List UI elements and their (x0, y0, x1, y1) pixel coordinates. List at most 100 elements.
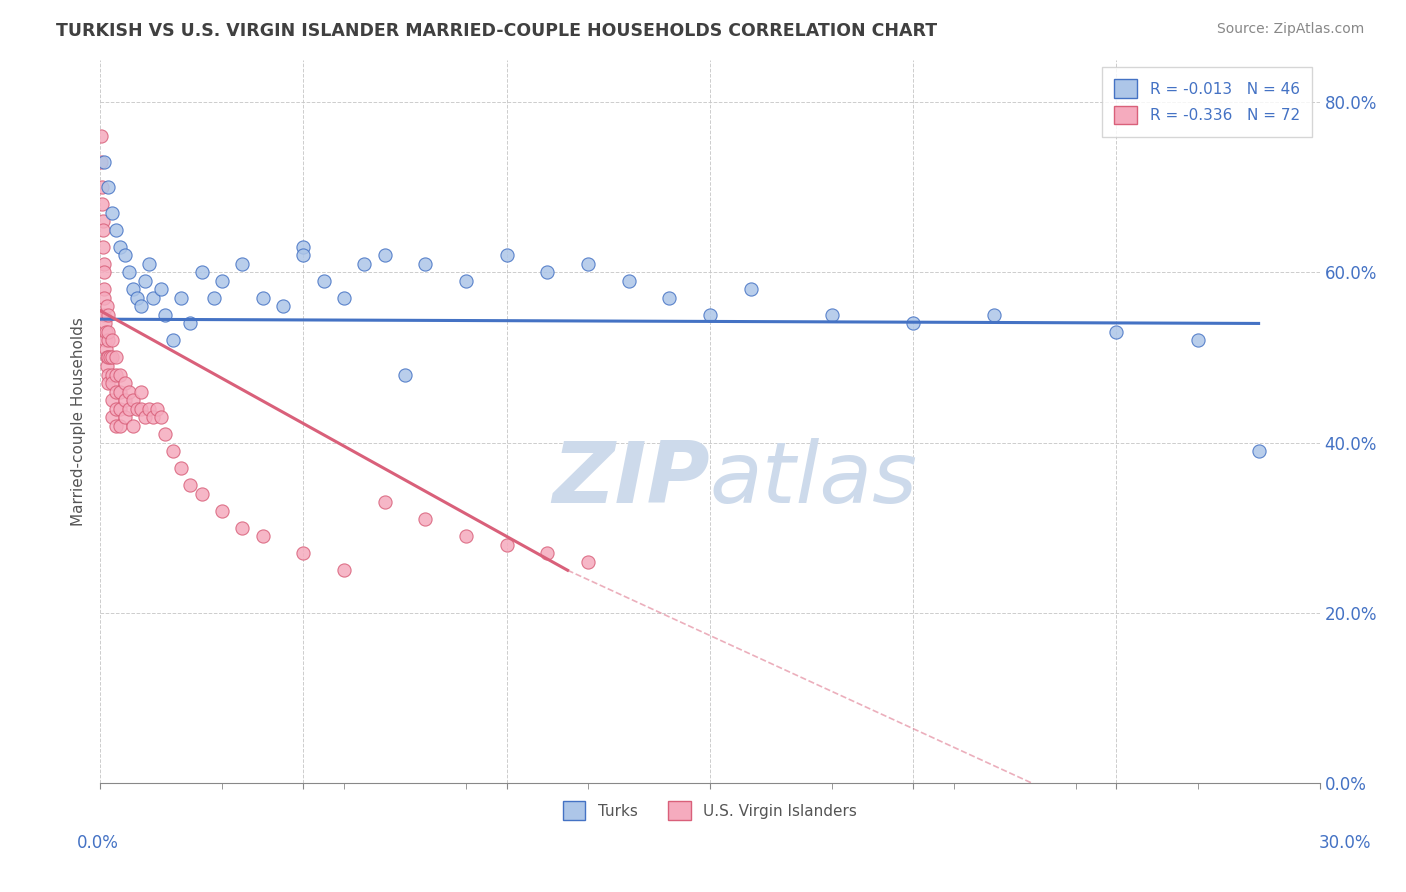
Point (110, 368, 132, 382)
Point (271, 300, 294, 314)
Point (129, 401, 152, 416)
Point (93, 308, 115, 322)
Point (117, 265, 139, 279)
Point (90, 154, 112, 169)
Point (153, 427, 176, 442)
Point (93, 257, 115, 271)
Point (454, 529, 477, 543)
Point (91, 197, 114, 211)
Point (93, 291, 115, 305)
Point (91, 214, 114, 228)
Point (114, 392, 136, 407)
Point (312, 274, 335, 288)
Point (374, 248, 396, 262)
Point (94, 317, 117, 331)
Point (101, 334, 124, 348)
Point (97, 325, 120, 339)
Point (576, 555, 599, 569)
Point (94, 342, 117, 356)
Point (110, 401, 132, 416)
Point (97, 334, 120, 348)
Point (125, 401, 148, 416)
Point (211, 274, 233, 288)
Point (333, 291, 356, 305)
Point (110, 240, 132, 254)
Point (93, 282, 115, 296)
Point (150, 410, 173, 425)
Point (150, 282, 173, 296)
Point (96, 359, 118, 373)
Point (536, 546, 558, 560)
Point (125, 291, 148, 305)
Text: 30.0%: 30.0% (1319, 834, 1371, 852)
Point (162, 334, 184, 348)
Point (96, 325, 118, 339)
Point (96, 300, 118, 314)
Point (170, 461, 193, 475)
Point (231, 521, 253, 535)
Point (292, 248, 315, 262)
Point (105, 351, 128, 365)
Point (105, 418, 128, 433)
Point (121, 282, 143, 296)
Point (333, 563, 356, 577)
Point (90, 129, 112, 144)
Point (179, 317, 201, 331)
Point (617, 274, 640, 288)
Point (97, 351, 120, 365)
Point (97, 180, 120, 194)
Point (101, 376, 124, 390)
Point (536, 265, 558, 279)
Point (252, 529, 274, 543)
Point (93, 154, 115, 169)
Point (138, 257, 160, 271)
Point (170, 291, 193, 305)
Point (98, 351, 121, 365)
Point (134, 274, 156, 288)
Point (740, 282, 762, 296)
Point (901, 317, 924, 331)
Point (97, 376, 120, 390)
Point (153, 308, 176, 322)
Point (415, 512, 437, 526)
Point (93, 240, 115, 254)
Point (96, 351, 118, 365)
Legend: Turks, U.S. Virgin Islanders: Turks, U.S. Virgin Islanders (557, 795, 863, 826)
Point (90, 180, 112, 194)
Point (105, 368, 128, 382)
Point (821, 308, 844, 322)
Point (110, 418, 132, 433)
Point (94, 334, 117, 348)
Point (415, 257, 437, 271)
Text: TURKISH VS U.S. VIRGIN ISLANDER MARRIED-COUPLE HOUSEHOLDS CORRELATION CHART: TURKISH VS U.S. VIRGIN ISLANDER MARRIED-… (56, 22, 938, 40)
Y-axis label: Married-couple Households: Married-couple Households (72, 317, 86, 525)
Point (101, 368, 124, 382)
Point (454, 274, 477, 288)
Point (211, 504, 233, 518)
Text: atlas: atlas (710, 438, 918, 521)
Point (231, 257, 253, 271)
Point (114, 248, 136, 262)
Point (114, 376, 136, 390)
Point (114, 410, 136, 425)
Point (142, 410, 165, 425)
Point (110, 384, 132, 399)
Point (374, 495, 396, 509)
Point (658, 291, 681, 305)
Point (394, 368, 416, 382)
Point (105, 223, 128, 237)
Point (1247, 444, 1270, 458)
Point (252, 291, 274, 305)
Point (190, 486, 212, 500)
Point (495, 538, 517, 552)
Point (121, 418, 143, 433)
Point (495, 248, 517, 262)
Point (292, 240, 315, 254)
Point (179, 478, 201, 492)
Point (101, 351, 124, 365)
Text: ZIP: ZIP (553, 438, 710, 521)
Point (129, 384, 152, 399)
Point (576, 257, 599, 271)
Point (1105, 325, 1128, 339)
Point (91, 223, 114, 237)
